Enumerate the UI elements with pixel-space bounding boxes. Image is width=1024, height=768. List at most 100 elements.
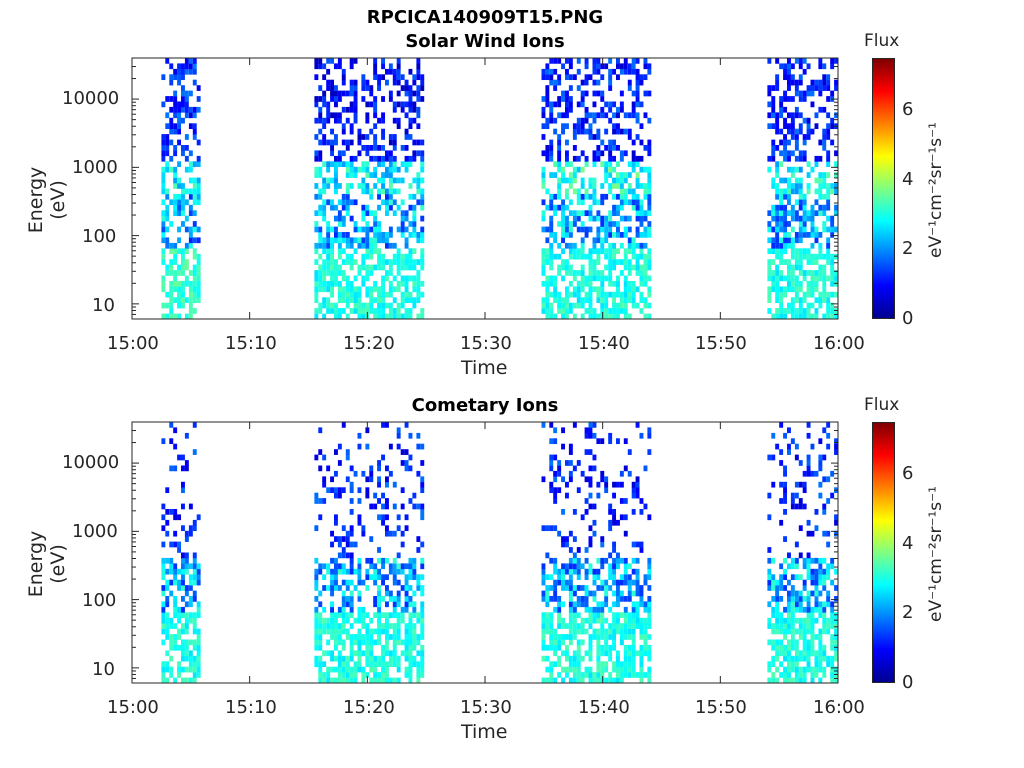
panel1-cell <box>572 74 577 81</box>
panel1-cell <box>365 286 370 293</box>
panel1-xlabel: Time <box>461 357 508 379</box>
panel1-cell <box>381 259 386 265</box>
panel2-cell <box>345 655 350 662</box>
panel2-cell <box>643 639 648 646</box>
panel2-cell <box>612 514 617 521</box>
panel1-cell <box>568 221 573 227</box>
panel2-cell <box>177 672 182 678</box>
panel1-cell <box>565 291 569 298</box>
panel2-cell <box>822 623 827 629</box>
panel1-cell <box>771 210 776 217</box>
panel1-cell <box>600 237 605 244</box>
panel2-cell <box>834 449 839 455</box>
panel1-cell <box>604 253 609 260</box>
panel2-cell <box>818 438 823 445</box>
panel1-cell <box>553 172 558 178</box>
panel1-cell <box>408 297 413 304</box>
panel1-cell <box>818 85 823 91</box>
panel1-cell <box>557 177 562 184</box>
panel1-cell <box>353 106 358 113</box>
panel2-cell <box>619 634 624 640</box>
panel2-cell <box>192 666 197 673</box>
panel1-cell <box>169 63 174 70</box>
panel2-cell <box>377 655 382 662</box>
panel2-cell <box>192 557 197 564</box>
panel2-cell <box>623 563 628 570</box>
panel1-cell <box>318 112 323 119</box>
panel1-cell <box>775 112 780 119</box>
panel1-cell <box>600 139 605 146</box>
panel2-cell <box>541 422 546 428</box>
panel1-cell <box>783 275 788 282</box>
panel1-cell <box>196 237 201 244</box>
panel1-cell <box>353 112 358 119</box>
panel2-cell <box>181 454 185 461</box>
panel2-cell <box>188 525 193 532</box>
panel1-cell <box>596 90 601 97</box>
panel2-cell <box>385 503 389 510</box>
panel1-cell <box>169 248 174 255</box>
panel1-cell <box>798 96 803 102</box>
panel2-cell <box>549 438 554 445</box>
panel1-cell <box>400 280 405 287</box>
panel1-cell <box>553 161 558 168</box>
panel2-cell <box>818 655 823 662</box>
panel1-plot-area[interactable] <box>131 57 839 320</box>
panel2-cell <box>353 677 358 684</box>
panel2-cell <box>810 672 815 678</box>
panel1-cell <box>810 253 815 260</box>
panel2-cell <box>557 617 562 624</box>
panel2-cell <box>357 432 362 439</box>
panel1-cell <box>790 270 795 276</box>
panel2-cell <box>388 530 393 537</box>
panel1-cell <box>416 139 421 146</box>
panel2-cell <box>404 628 409 635</box>
panel1-cell <box>408 313 413 320</box>
panel2-plot-area[interactable] <box>131 421 839 684</box>
panel1-cell <box>361 237 366 244</box>
panel2-cell <box>420 590 425 597</box>
panel2-cell <box>561 541 566 548</box>
panel1-cell <box>161 177 166 184</box>
panel2-cell <box>806 568 811 575</box>
panel1-cell <box>647 221 652 227</box>
panel1-cell <box>572 313 577 320</box>
panel1-cell <box>412 248 417 255</box>
panel1-cell <box>783 226 788 233</box>
panel2-cell <box>357 650 362 657</box>
panel1-cell <box>802 221 807 227</box>
panel2-cell <box>619 590 624 597</box>
panel1-cell <box>404 112 409 119</box>
panel1-cell <box>192 106 197 113</box>
panel2-cell <box>631 650 636 657</box>
panel2-cell <box>357 617 362 624</box>
panel2-cell <box>177 541 182 548</box>
panel2-cell <box>810 628 815 635</box>
panel1-frame <box>131 57 839 320</box>
panel2-cell <box>588 655 593 662</box>
panel1-cell <box>330 90 335 97</box>
panel1-cell <box>369 210 374 217</box>
panel2-cell <box>814 672 819 678</box>
panel2-cell <box>337 672 342 678</box>
panel1-cell <box>545 226 550 233</box>
panel2-cell <box>596 481 601 488</box>
panel1-cell <box>787 85 791 91</box>
panel1-cell <box>580 166 585 173</box>
colorbar2-tick-2: 2 <box>902 602 914 623</box>
panel2-cell <box>188 617 193 624</box>
panel1-cell <box>420 237 425 244</box>
panel1-cell <box>834 150 839 157</box>
panel2-cell <box>635 617 640 624</box>
panel2-cell <box>396 432 401 439</box>
panel1-cell <box>377 145 382 151</box>
panel2-cell <box>369 634 374 640</box>
panel1-cell <box>165 264 170 271</box>
panel1-cell <box>388 242 393 249</box>
panel1-cell <box>541 280 546 287</box>
panel1-cell <box>588 134 593 140</box>
panel1-cell <box>604 63 609 70</box>
panel1-cell <box>388 193 393 200</box>
panel2-cell <box>322 454 327 461</box>
panel1-cell <box>600 242 605 249</box>
